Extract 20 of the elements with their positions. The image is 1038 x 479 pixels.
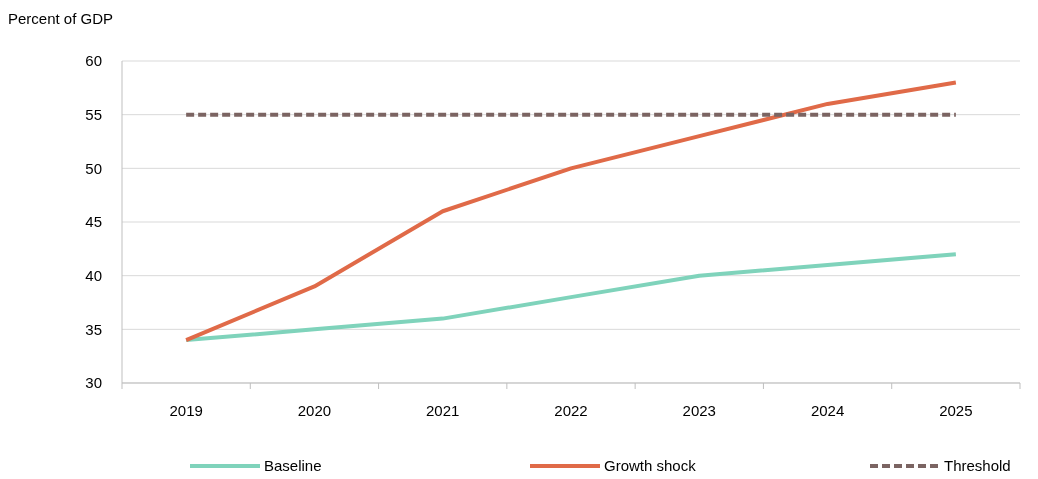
x-tick-label: 2021 [426,402,460,419]
line-series [184,252,958,343]
x-tick-label: 2022 [554,402,588,419]
y-tick-label: 55 [85,105,102,123]
x-tick-label: 2024 [810,402,845,419]
y-tick-label: 35 [85,320,102,338]
x-tick-label: 2023 [682,402,716,419]
legend-label: Threshold [944,457,1011,475]
legend-label: Baseline [264,457,322,475]
line-series [184,80,958,343]
x-tick-label: 2019 [169,402,203,419]
y-tick-label: 45 [85,213,102,231]
x-tick-label: 2020 [297,402,332,419]
y-tick-label: 60 [85,52,102,70]
y-tick-label: 50 [85,159,102,177]
x-tick-label: 2025 [939,402,973,419]
y-axis-title: Percent of GDP [8,10,114,27]
legend-label: Growth shock [604,457,697,475]
y-tick-label: 30 [85,374,102,392]
y-tick-label: 40 [85,266,102,284]
